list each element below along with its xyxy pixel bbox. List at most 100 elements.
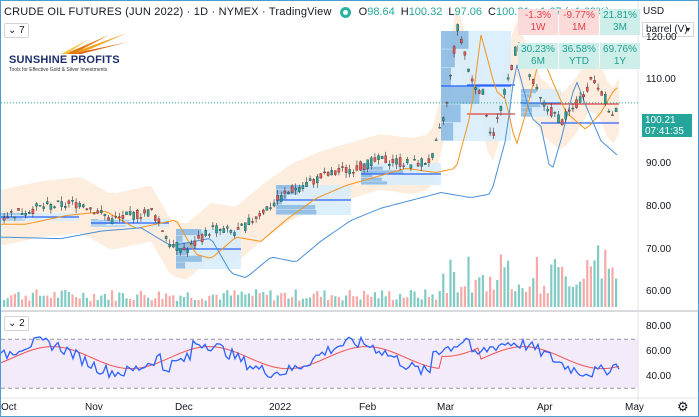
candle [298,187,301,192]
candle [161,230,164,232]
volume-bar [49,297,52,307]
candle [251,221,254,223]
candle [132,212,135,220]
volume-bar [100,295,103,307]
volume-profile-bar [521,93,532,98]
candle [294,187,297,191]
volume-bar [525,291,528,307]
volume-profile-bar [276,185,302,190]
volume-bar [467,256,470,307]
performance-cell-1m: -9.77% 1M [559,9,599,35]
volume-bar [355,296,358,307]
volume-bar [406,297,409,307]
time-tick-label: 2022 [269,402,292,413]
price-tick-label: 110.00 [646,74,676,85]
candle [254,216,258,219]
candle [67,200,71,204]
candle [107,217,110,221]
candle [377,155,380,160]
volume-bar [244,294,247,307]
volume-bar [190,297,193,307]
volume-bar [172,295,175,307]
volume-bar [582,278,585,307]
candle [388,163,391,166]
candle [82,204,85,208]
volume-bar [615,278,618,307]
volume-bar [435,299,438,307]
candle [280,195,283,202]
eye-icon[interactable] [339,6,351,18]
candle [272,202,276,207]
volume-bar [593,260,596,307]
badge-count: 2 [19,318,25,329]
performance-value: -1.3% [524,10,552,21]
volume-bar [53,292,56,307]
candle [485,115,488,117]
ohlc-high: H100.32 [400,6,443,18]
price-tick-label: 80.00 [646,201,672,212]
candle [308,178,312,181]
candle [89,207,92,210]
volume-bar [589,266,592,307]
volume-bar [85,297,88,307]
volume-bar [420,299,423,307]
candle [222,228,225,233]
candle [143,209,146,214]
rsi-badge[interactable]: ⌄ 2 [4,316,29,331]
candle [226,226,229,229]
candle [506,77,510,80]
candle [172,244,175,248]
candle [312,179,315,185]
volume-profile-bar [441,122,454,141]
candle [92,212,96,215]
price-tick-label: 90.00 [646,158,672,169]
volume-bar [463,286,466,307]
volume-bar [442,273,445,307]
candle [96,210,99,214]
candle [434,139,438,141]
candle [305,181,308,187]
volume-bar [3,300,6,307]
logo-brand: SUNSHINE PROFITS [9,54,120,66]
candle [337,168,341,173]
unit-selector[interactable]: barrel (V) ▾ [642,22,694,37]
gear-icon[interactable]: ⚙ [677,399,689,414]
candle [136,210,139,219]
price-tick-label: 120.00 [646,32,677,43]
badge-count: 7 [19,25,25,36]
volume-profile-bar [521,89,536,94]
candle [42,206,45,209]
volume-bar [78,298,81,307]
ohlc-open: O98.64 [358,6,395,18]
candle [182,247,186,251]
candle [6,216,9,219]
volume-bar [201,298,204,307]
volume-bar [255,289,258,307]
rsi-tick-label: 60.00 [646,346,672,357]
performance-cell-1w: -1.3% 1W [518,9,558,35]
price-tick-label: 70.00 [646,244,672,255]
candle [71,200,74,202]
time-tick-label: Dec [175,402,193,413]
volume-bar [348,290,351,307]
candle [13,216,17,218]
time-tick-label: May [625,402,644,413]
volume-bar [561,266,564,307]
volume-bar [453,271,456,307]
volume-profile-bar [91,225,126,227]
volume-profile-badge[interactable]: ⌄ 7 [4,23,29,38]
volume-bar [233,290,236,307]
candle [352,172,355,174]
candle [359,161,362,171]
candle [262,209,265,214]
candle [28,212,31,214]
performance-period: 1M [572,22,586,33]
volume-bar [251,295,254,307]
candle [326,172,330,176]
candle [190,243,193,245]
volume-bar [139,290,142,307]
candle [470,78,474,82]
candle [56,200,60,202]
volume-bar [341,300,344,307]
